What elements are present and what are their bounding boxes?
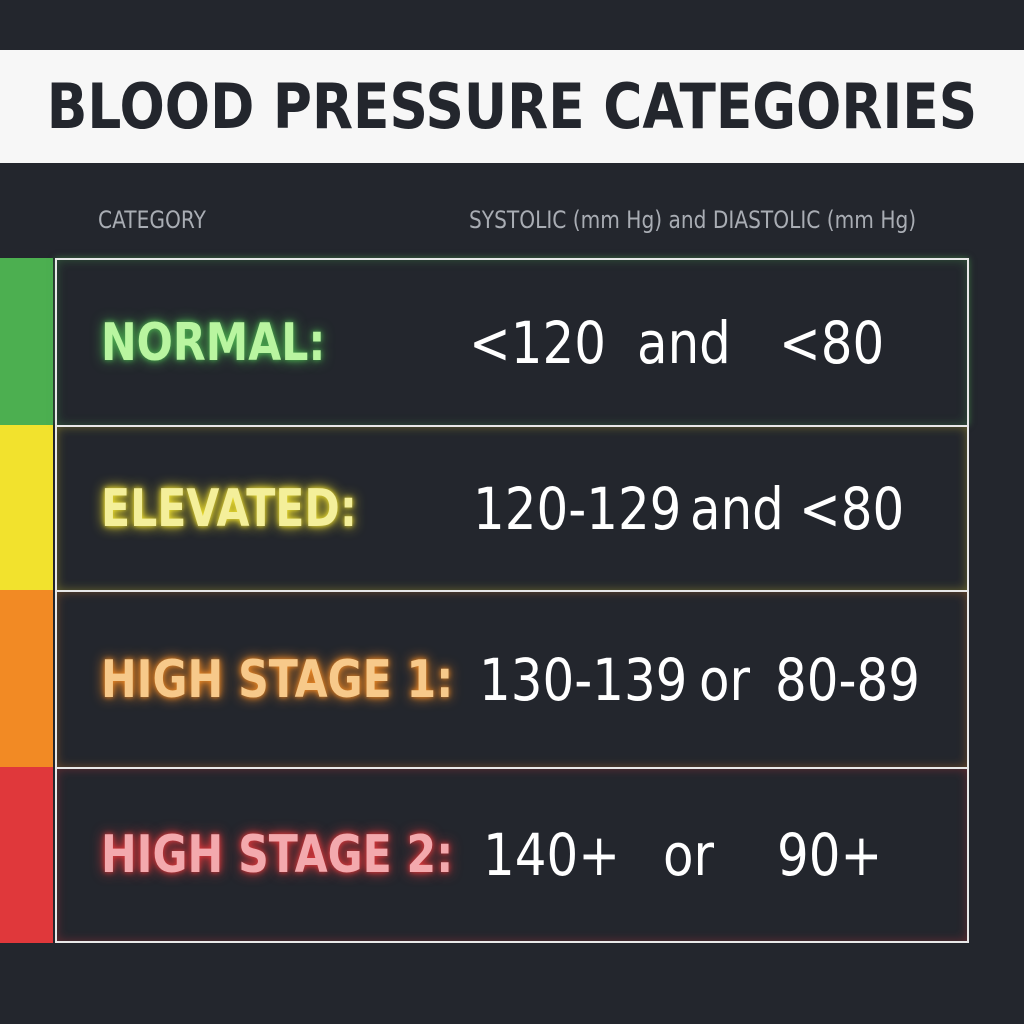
table-row-normal: NORMAL: <120 and <80	[55, 258, 969, 425]
diastolic-value: <80	[779, 308, 885, 377]
diastolic-value: <80	[799, 474, 905, 543]
column-header-category: CATEGORY	[98, 206, 206, 234]
categories-table: NORMAL: <120 and <80 ELEVATED: 120-129 a…	[55, 258, 969, 943]
category-label: ELEVATED:	[101, 478, 357, 539]
connector-word: or	[663, 821, 715, 889]
systolic-value: <120	[469, 308, 607, 377]
color-swatch-normal	[0, 258, 53, 425]
category-label: HIGH STAGE 2:	[101, 825, 454, 885]
diastolic-value: 90+	[777, 821, 883, 889]
systolic-value: 120-129	[473, 474, 682, 543]
title-banner: BLOOD PRESSURE CATEGORIES	[0, 50, 1024, 163]
category-label: NORMAL:	[101, 312, 326, 373]
diastolic-value: 80-89	[775, 645, 920, 714]
color-swatch-high-stage-2	[0, 767, 53, 943]
column-header-values: SYSTOLIC (mm Hg) and DIASTOLIC (mm Hg)	[469, 206, 917, 234]
systolic-value: 140+	[483, 821, 621, 889]
connector-word: or	[699, 645, 751, 714]
table-row-high-stage-2: HIGH STAGE 2: 140+ or 90+	[55, 767, 969, 943]
systolic-value: 130-139	[479, 645, 688, 714]
table-row-high-stage-1: HIGH STAGE 1: 130-139 or 80-89	[55, 590, 969, 767]
page-title: BLOOD PRESSURE CATEGORIES	[46, 70, 978, 143]
table-row-elevated: ELEVATED: 120-129 and <80	[55, 425, 969, 590]
color-swatch-elevated	[0, 425, 53, 590]
category-label: HIGH STAGE 1:	[101, 649, 454, 710]
connector-word: and	[637, 308, 731, 377]
color-swatch-high-stage-1	[0, 590, 53, 767]
connector-word: and	[690, 474, 784, 543]
